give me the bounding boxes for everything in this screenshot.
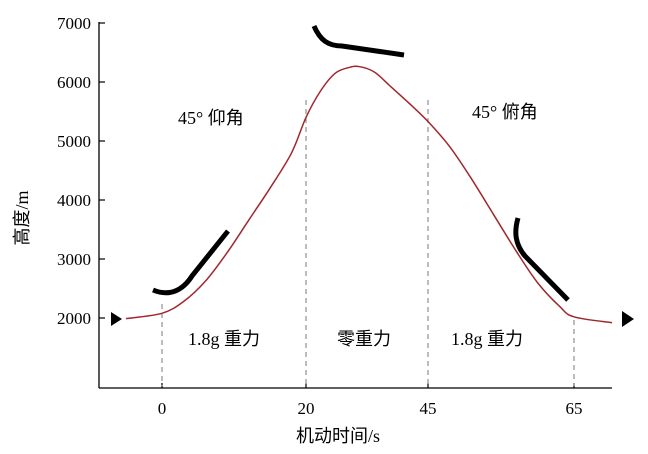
- start-arrow-marker: [111, 312, 122, 326]
- annotation-pitch-up: 45° 仰角: [178, 108, 244, 128]
- end-arrow-marker: [622, 311, 634, 327]
- y-ticks: 7000 6000 5000 4000 3000 2000: [57, 14, 105, 328]
- x-ticks: 0 20 45 65: [158, 383, 583, 418]
- annotation-phase-3: 1.8g 重力: [451, 329, 523, 349]
- aircraft-climb-glyph: [152, 229, 230, 296]
- annotation-phase-1: 1.8g 重力: [188, 329, 260, 349]
- x-axis-label: 机动时间/s: [296, 426, 380, 446]
- y-axis-label: 高度/m: [12, 190, 32, 245]
- aircraft-level-glyph: [311, 24, 405, 58]
- annotation-phase-2: 零重力: [337, 329, 391, 349]
- annotation-pitch-down: 45° 俯角: [472, 102, 538, 122]
- y-tick-label: 3000: [57, 250, 91, 269]
- x-tick-label: 0: [158, 399, 167, 418]
- y-tick-label: 2000: [57, 309, 91, 328]
- aircraft-dive-glyph: [513, 217, 570, 302]
- x-tick-label: 65: [566, 399, 583, 418]
- y-tick-label: 6000: [57, 73, 91, 92]
- x-tick-label: 20: [298, 399, 315, 418]
- altitude-line: [125, 65, 613, 324]
- y-tick-label: 7000: [57, 14, 91, 33]
- phase-boundary-lines: [161, 100, 575, 386]
- y-tick-label: 5000: [57, 132, 91, 151]
- x-tick-label: 45: [420, 399, 437, 418]
- y-tick-label: 4000: [57, 191, 91, 210]
